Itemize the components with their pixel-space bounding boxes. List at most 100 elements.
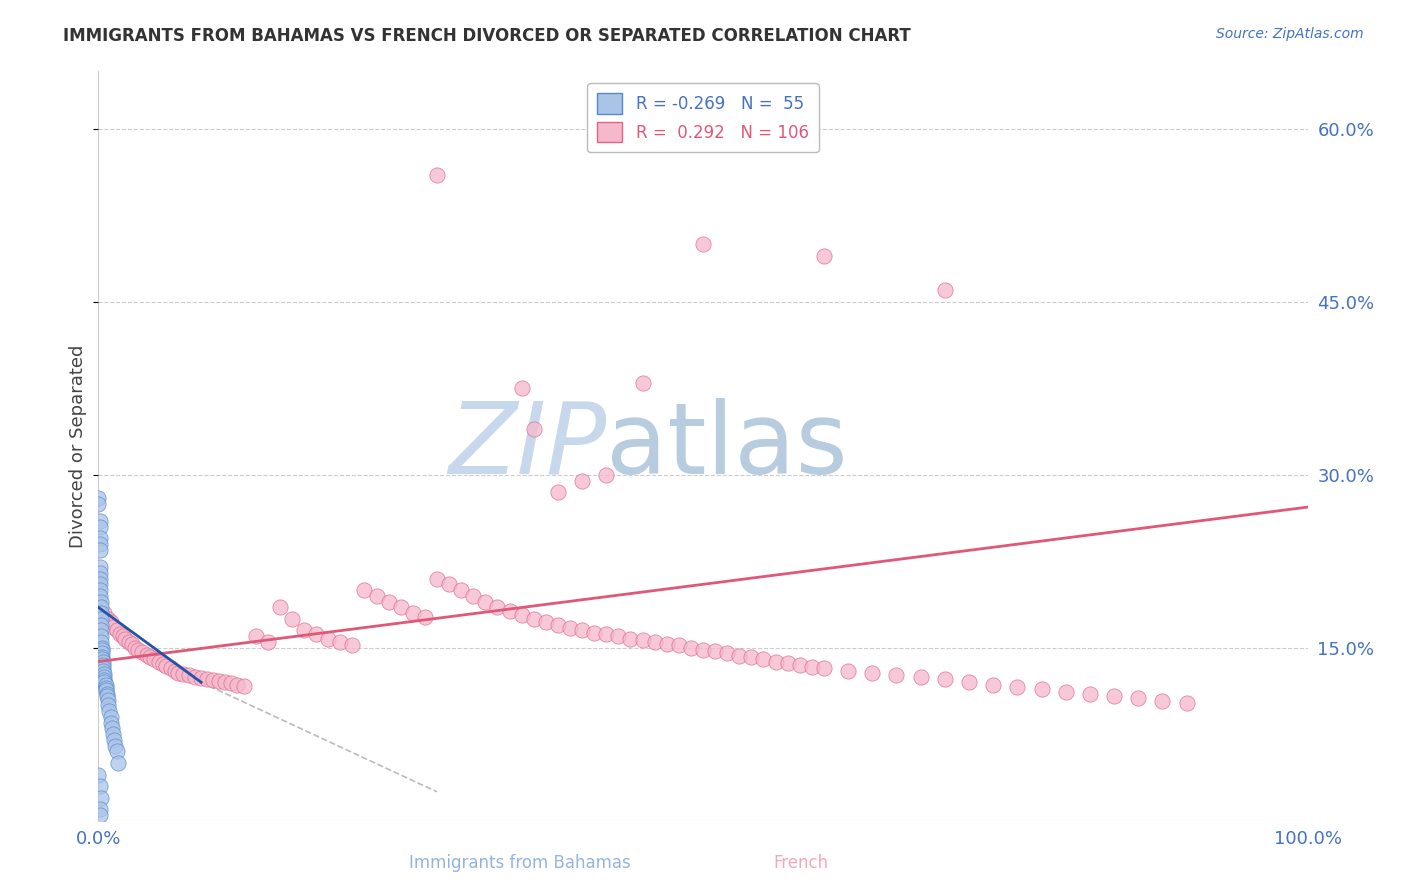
Point <box>692 643 714 657</box>
Point <box>366 589 388 603</box>
Point <box>91 647 114 661</box>
Point <box>91 652 114 666</box>
Point <box>837 664 859 678</box>
Point <box>124 640 146 655</box>
Point <box>558 621 581 635</box>
Point <box>1054 684 1077 698</box>
Point <box>89 802 111 816</box>
Point <box>111 629 134 643</box>
Point <box>463 589 485 603</box>
Point <box>94 681 117 695</box>
Point <box>474 594 496 608</box>
Point <box>789 658 811 673</box>
Point <box>679 640 702 655</box>
Point <box>89 566 111 580</box>
Point <box>127 643 149 657</box>
Point <box>269 600 291 615</box>
Point <box>981 678 1004 692</box>
Point <box>98 704 121 718</box>
Point <box>118 635 141 649</box>
Point <box>413 609 436 624</box>
Point <box>155 659 177 673</box>
Point <box>226 678 249 692</box>
Point <box>87 491 110 505</box>
Point <box>1031 682 1053 697</box>
Point <box>90 600 112 615</box>
Point <box>105 744 128 758</box>
Point <box>668 639 690 653</box>
Point <box>163 664 186 678</box>
Point <box>752 652 775 666</box>
Point <box>90 612 112 626</box>
Point <box>281 612 304 626</box>
Point <box>91 661 114 675</box>
Point <box>152 657 174 671</box>
Point <box>143 652 166 666</box>
Point <box>450 583 472 598</box>
Point <box>179 668 201 682</box>
Point <box>571 474 593 488</box>
Point <box>619 632 641 646</box>
Point <box>716 647 738 661</box>
Point <box>377 594 399 608</box>
Point <box>90 624 112 638</box>
Point <box>305 627 328 641</box>
Point <box>523 612 546 626</box>
Point <box>101 620 124 634</box>
Point <box>437 577 460 591</box>
Point <box>139 649 162 664</box>
Point <box>607 629 630 643</box>
Point <box>957 675 980 690</box>
Text: ZIP: ZIP <box>449 398 606 494</box>
Point <box>90 635 112 649</box>
Point <box>934 672 956 686</box>
Point <box>93 667 115 681</box>
Point <box>934 284 956 298</box>
Point <box>89 779 111 793</box>
Point <box>631 632 654 647</box>
Point <box>90 629 112 643</box>
Point <box>87 497 110 511</box>
Point <box>1152 694 1174 708</box>
Point <box>89 537 111 551</box>
Point <box>740 649 762 664</box>
Point <box>91 649 114 664</box>
Point <box>100 615 122 630</box>
Point <box>90 790 112 805</box>
Point <box>389 600 412 615</box>
Point <box>1102 689 1125 703</box>
Point <box>89 589 111 603</box>
Point <box>172 667 194 681</box>
Point <box>91 655 114 669</box>
Y-axis label: Divorced or Separated: Divorced or Separated <box>69 344 87 548</box>
Point <box>105 624 128 638</box>
Point <box>97 692 120 706</box>
Point <box>498 604 520 618</box>
Point <box>184 669 207 683</box>
Point <box>114 632 136 646</box>
Text: Source: ZipAtlas.com: Source: ZipAtlas.com <box>1216 27 1364 41</box>
Text: French: French <box>773 855 830 872</box>
Point <box>800 660 823 674</box>
Point <box>1128 691 1150 706</box>
Point <box>89 519 111 533</box>
Point <box>1078 687 1101 701</box>
Point <box>571 624 593 638</box>
Point <box>256 635 278 649</box>
Point <box>167 666 190 681</box>
Point <box>245 629 267 643</box>
Point <box>90 606 112 620</box>
Point <box>202 673 225 687</box>
Point <box>583 625 606 640</box>
Point <box>97 612 120 626</box>
Point <box>547 617 569 632</box>
Point <box>93 606 115 620</box>
Point <box>510 608 533 623</box>
Point <box>101 727 124 741</box>
Point <box>96 689 118 703</box>
Point <box>148 655 170 669</box>
Point <box>89 560 111 574</box>
Point <box>208 674 231 689</box>
Point <box>232 679 254 693</box>
Point <box>131 645 153 659</box>
